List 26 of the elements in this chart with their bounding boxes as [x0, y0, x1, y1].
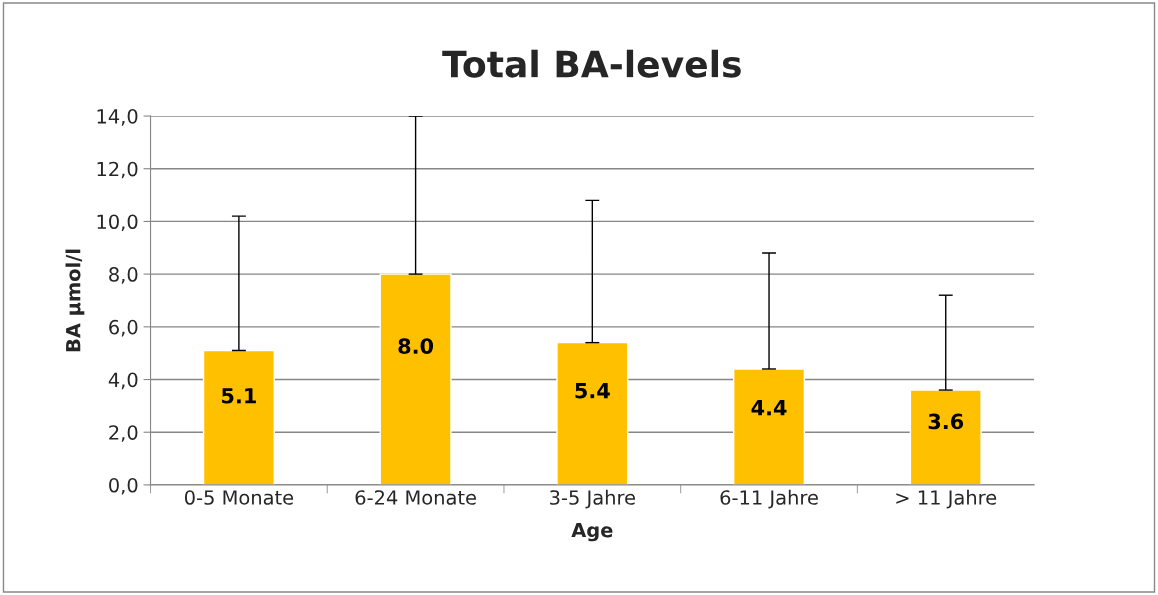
bar	[732, 368, 806, 485]
bar	[202, 349, 275, 485]
x-tick-label: 6-24 Monate	[355, 490, 476, 505]
y-tick-label: 14,0	[97, 108, 138, 126]
x-tick-label: 6-11 Jahre	[720, 489, 818, 509]
y-tick-label: 6,0	[109, 319, 138, 337]
data-label: 8.0	[398, 338, 434, 354]
chart-title: Total BA-levels	[442, 49, 741, 78]
bar	[556, 341, 629, 485]
y-tick-label: 4,0	[108, 372, 138, 390]
y-axis-title: BA µmol/l	[65, 249, 85, 352]
data-label: 5.4	[575, 383, 610, 399]
x-tick-label: > 11 Jahre	[896, 489, 997, 509]
x-tick-label: 0-5 Monate	[184, 490, 294, 505]
y-tick-label: 10,0	[97, 214, 138, 232]
bar	[379, 273, 452, 485]
data-label: 3.6	[928, 413, 964, 430]
data-label: 4.4	[751, 400, 787, 416]
data-label: 5.1	[222, 388, 256, 404]
x-axis-title: Age	[571, 522, 613, 542]
y-tick-label: 0,0	[109, 477, 138, 495]
y-tick-label: 12,0	[97, 161, 138, 179]
x-tick-label: 3-5 Jahre	[550, 489, 635, 509]
bar	[909, 389, 982, 485]
y-tick-label: 2,0	[109, 425, 138, 442]
y-tick-label: 8,0	[109, 267, 138, 284]
